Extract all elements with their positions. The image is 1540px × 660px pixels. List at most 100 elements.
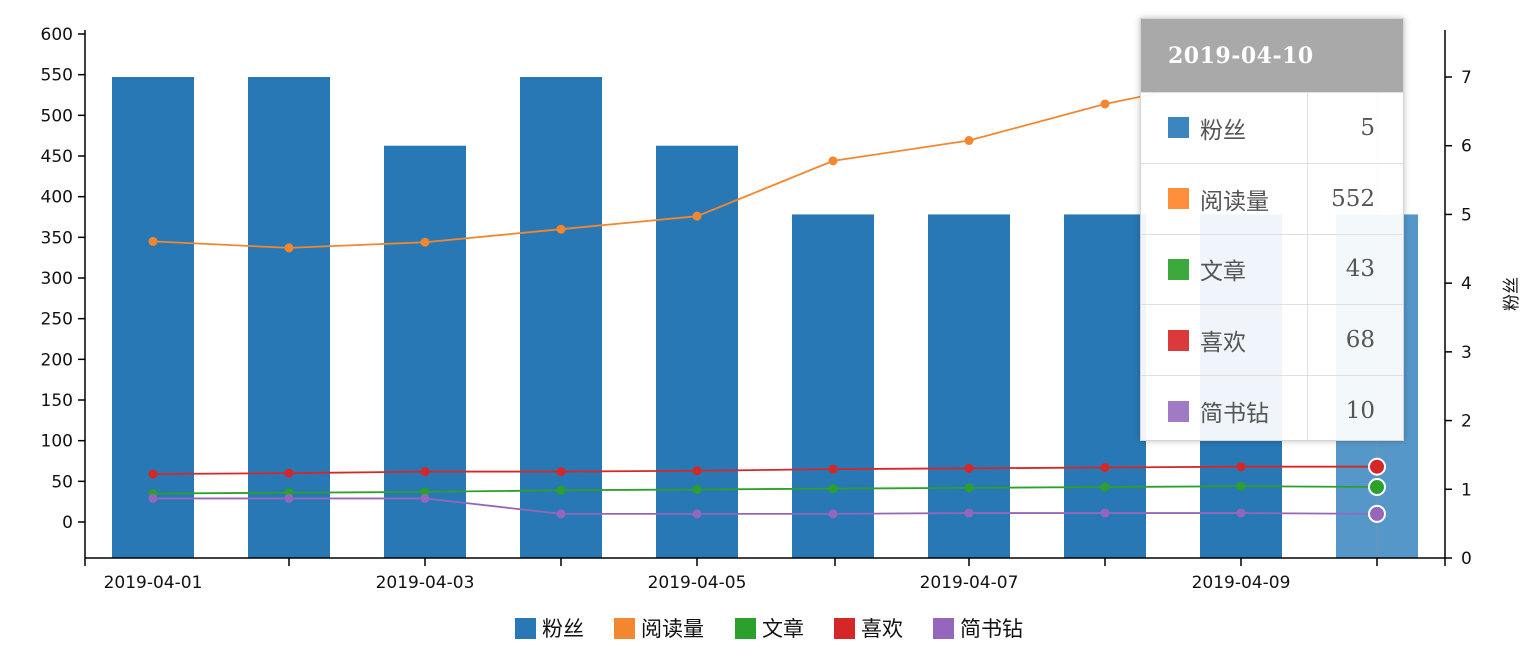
tooltip-label-articles: 文章 (1200, 259, 1246, 286)
series-line-简书钻 (153, 497, 1378, 515)
tooltip-swatch-fans (1168, 117, 1189, 139)
point-简书钻-2019-04-05 (692, 509, 702, 519)
x-tick-label: 2019-04-09 (1192, 573, 1291, 593)
bar-2019-04-04 (520, 77, 602, 558)
left-tick-label: 600 (41, 25, 73, 45)
right-tick-label: 1 (1461, 480, 1472, 500)
legend-label-简书钻: 简书钻 (960, 617, 1023, 641)
point-阅读量-2019-04-06 (828, 156, 838, 166)
tooltip-row-fans: 粉丝 5 (1141, 92, 1403, 163)
point-阅读量-2019-04-02 (284, 243, 294, 253)
left-tick-label: 300 (41, 269, 73, 289)
bar-2019-04-06 (792, 214, 874, 558)
tooltip-row-articles: 文章 43 (1141, 233, 1403, 305)
bar-2019-04-08 (1064, 214, 1146, 558)
tooltip-swatch-articles (1168, 258, 1189, 280)
tooltip-value-articles: 43 (1345, 256, 1375, 283)
point-文章-2019-04-04 (556, 485, 566, 495)
x-tick-label: 2019-04-07 (920, 573, 1019, 593)
point-简书钻-2019-04-10 (1368, 504, 1386, 523)
point-阅读量-2019-04-08 (1100, 99, 1110, 109)
point-简书钻-2019-04-01 (148, 493, 158, 503)
tooltip-row-likes: 喜欢 68 (1141, 304, 1403, 375)
point-简书钻-2019-04-07 (964, 508, 974, 518)
right-axis-title: 粉丝 (1502, 277, 1522, 311)
point-阅读量-2019-04-01 (148, 236, 158, 246)
tooltip-value-fans: 5 (1360, 114, 1375, 141)
right-tick-label: 6 (1461, 137, 1472, 157)
tooltip-value-likes: 68 (1345, 327, 1375, 354)
point-喜欢-2019-04-01 (148, 469, 158, 479)
tooltip-row-reads: 阅读量 552 (1141, 162, 1403, 234)
tooltip-swatch-diamonds (1168, 400, 1189, 422)
point-喜欢-2019-04-07 (964, 463, 974, 473)
legend-swatch-阅读量 (614, 618, 635, 639)
right-tick-label: 3 (1461, 343, 1472, 363)
left-tick-label: 400 (41, 188, 73, 208)
left-tick-label: 250 (41, 310, 73, 330)
tooltip-title: 2019-04-10 (1141, 19, 1403, 92)
bar-2019-04-05 (656, 145, 738, 558)
point-喜欢-2019-04-10 (1368, 457, 1386, 476)
tooltip-label-diamonds: 简书钻 (1200, 401, 1269, 428)
point-文章-2019-04-07 (964, 483, 974, 493)
tooltip-value-diamonds: 10 (1345, 398, 1375, 425)
legend-swatch-文章 (735, 618, 756, 639)
legend-label-喜欢: 喜欢 (861, 617, 903, 641)
right-tick-label: 7 (1461, 68, 1472, 88)
x-tick-label: 2019-04-01 (104, 573, 203, 593)
point-阅读量-2019-04-05 (692, 211, 702, 221)
legend-swatch-简书钻 (933, 618, 954, 639)
tooltip-swatch-reads (1168, 188, 1189, 210)
left-tick-label: 0 (62, 513, 73, 533)
point-简书钻-2019-04-04 (556, 509, 566, 519)
bar-2019-04-01 (112, 77, 194, 558)
series-line-喜欢 (152, 465, 1377, 475)
point-喜欢-2019-04-02 (284, 468, 294, 478)
right-tick-label: 5 (1461, 205, 1472, 225)
left-tick-label: 150 (41, 391, 73, 411)
legend-swatch-粉丝 (515, 618, 536, 639)
point-喜欢-2019-04-04 (556, 467, 566, 477)
tooltip-swatch-likes (1168, 329, 1189, 351)
legend-label-阅读量: 阅读量 (641, 617, 704, 641)
bar-2019-04-07 (928, 214, 1010, 558)
point-文章-2019-04-09 (1236, 481, 1246, 491)
right-tick-label: 0 (1461, 549, 1472, 569)
series-line-文章 (152, 485, 1378, 495)
tooltip-row-diamonds: 简书钻 10 (1141, 375, 1403, 446)
left-tick-label: 350 (41, 228, 73, 248)
point-阅读量-2019-04-04 (556, 224, 566, 234)
x-tick-label: 2019-04-03 (376, 573, 475, 593)
point-喜欢-2019-04-09 (1236, 462, 1246, 472)
right-tick-label: 2 (1461, 412, 1472, 432)
bar-2019-04-02 (248, 77, 330, 558)
point-文章-2019-04-03 (420, 487, 430, 497)
legend-label-粉丝: 粉丝 (542, 617, 584, 641)
point-阅读量-2019-04-07 (964, 136, 974, 146)
point-喜欢-2019-04-05 (692, 466, 702, 476)
left-tick-label: 100 (41, 432, 73, 452)
left-tick-label: 550 (41, 66, 73, 86)
x-tick-label: 2019-04-05 (648, 573, 747, 593)
left-tick-label: 450 (41, 147, 73, 167)
point-简书钻-2019-04-06 (828, 509, 838, 519)
tooltip: 2019-04-10 粉丝 5 阅读量 552 文章 43 喜欢 68 简书钻 … (1140, 18, 1404, 441)
left-tick-label: 50 (51, 472, 73, 492)
point-文章-2019-04-08 (1100, 482, 1110, 492)
right-tick-label: 4 (1461, 274, 1472, 294)
point-喜欢-2019-04-03 (420, 467, 430, 477)
point-喜欢-2019-04-08 (1100, 463, 1110, 473)
tooltip-label-reads: 阅读量 (1200, 188, 1269, 215)
point-简书钻-2019-04-08 (1100, 508, 1110, 518)
point-阅读量-2019-04-03 (420, 237, 430, 247)
point-简书钻-2019-04-03 (420, 493, 430, 503)
tooltip-label-likes: 喜欢 (1200, 330, 1246, 357)
tooltip-label-fans: 粉丝 (1200, 117, 1246, 144)
left-tick-label: 200 (41, 350, 73, 370)
point-文章-2019-04-10 (1368, 478, 1386, 497)
tooltip-value-reads: 552 (1331, 185, 1375, 212)
left-tick-label: 500 (41, 106, 73, 126)
point-文章-2019-04-06 (828, 484, 838, 494)
legend-label-文章: 文章 (762, 617, 804, 641)
